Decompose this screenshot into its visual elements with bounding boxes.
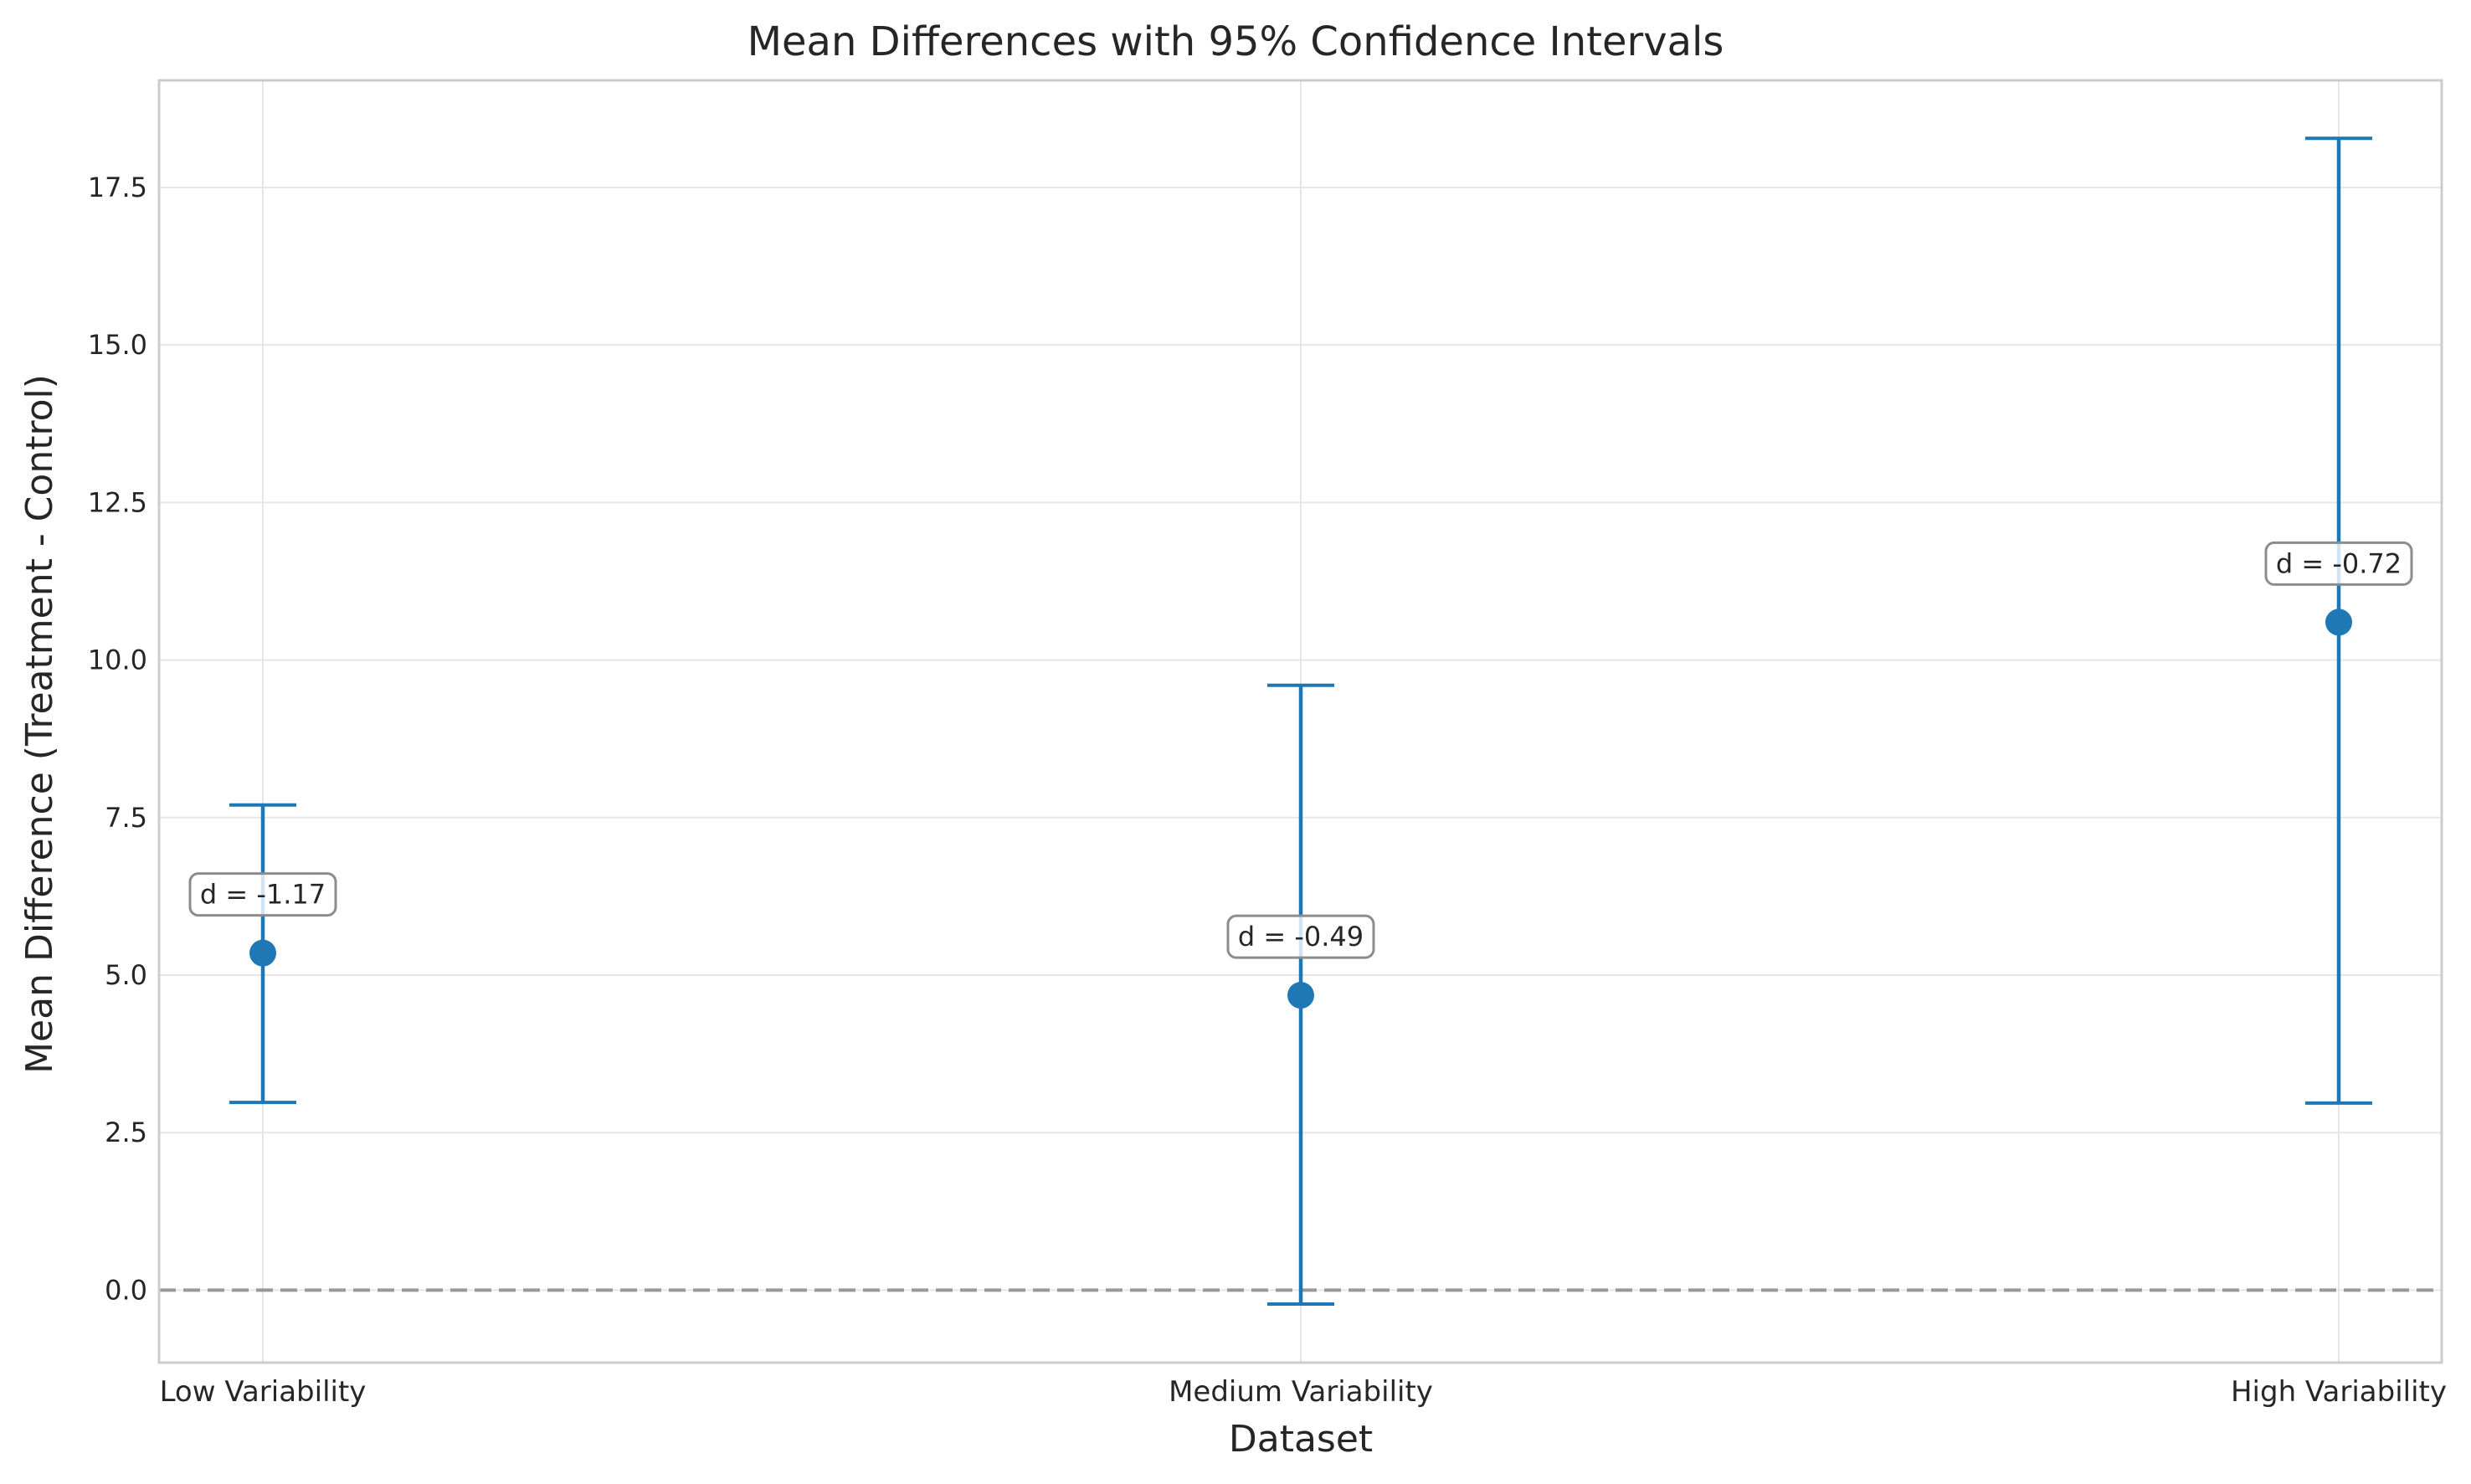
mean-marker [2325,608,2352,636]
y-tick-label: 0.0 [105,1274,147,1306]
mean-marker [1287,982,1314,1009]
y-tick-label: 12.5 [88,486,147,518]
tick-labels: 0.0 2.5 5.0 7.5 10.0 12.5 15.0 17.5 Low Variabil… [88,172,2447,1409]
effect-size-label-box [2264,541,2413,586]
effect-size-label: d = -1.17 [200,879,326,911]
effect-size-label-box [1226,914,1375,959]
x-axis-label: Dataset [1229,1418,1373,1461]
y-tick-label: 7.5 [105,802,147,834]
chart-title: Mean Differences with 95% Confidence Int… [747,18,1724,65]
effect-size-label: d = -0.72 [2276,547,2402,579]
axes-frame [157,79,2443,1364]
axes-spines [157,79,2443,1364]
y-axis-label: Mean Difference (Treatment - Control) [18,374,61,1074]
y-tick-label: 17.5 [88,172,147,203]
effect-size-label: d = -0.49 [1238,921,1364,953]
y-tick-label: 15.0 [88,329,147,361]
x-tick-label: Low Variability [160,1375,367,1409]
y-tick-label: 5.0 [105,959,147,991]
x-tick-label: Medium Variability [1169,1375,1433,1409]
effect-size-label-box [188,872,337,917]
data-layer: d = -1.17 d = -0.49 d = -0.72 [188,136,2413,1306]
mean-marker [249,939,276,967]
y-tick-label: 2.5 [105,1117,147,1148]
x-tick-label: High Variability [2231,1375,2447,1409]
y-tick-label: 10.0 [88,644,147,676]
